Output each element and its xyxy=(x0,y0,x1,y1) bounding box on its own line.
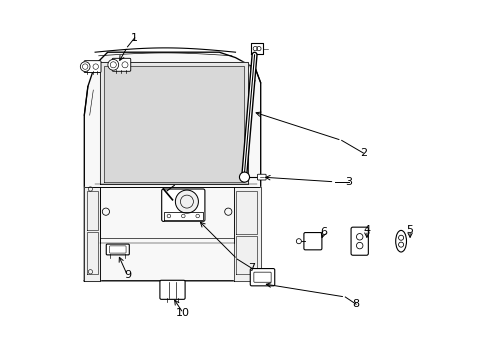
Text: 4: 4 xyxy=(363,225,370,235)
FancyBboxPatch shape xyxy=(84,60,101,73)
FancyBboxPatch shape xyxy=(112,58,130,71)
FancyBboxPatch shape xyxy=(257,174,265,180)
Circle shape xyxy=(239,172,249,182)
Circle shape xyxy=(296,239,301,244)
Polygon shape xyxy=(233,187,260,281)
Text: 1: 1 xyxy=(131,33,138,43)
Circle shape xyxy=(175,190,198,213)
Polygon shape xyxy=(163,212,203,220)
Ellipse shape xyxy=(395,230,406,252)
Text: 7: 7 xyxy=(247,263,255,273)
Polygon shape xyxy=(101,62,247,184)
FancyBboxPatch shape xyxy=(160,280,185,300)
Text: 10: 10 xyxy=(176,308,190,318)
FancyBboxPatch shape xyxy=(162,189,204,221)
Text: 5: 5 xyxy=(406,225,413,235)
Text: 6: 6 xyxy=(320,227,326,237)
Text: 9: 9 xyxy=(123,270,131,280)
Text: 2: 2 xyxy=(359,148,366,158)
FancyBboxPatch shape xyxy=(106,244,129,255)
Polygon shape xyxy=(104,66,244,182)
FancyBboxPatch shape xyxy=(250,269,274,286)
Polygon shape xyxy=(84,52,260,281)
Text: 8: 8 xyxy=(352,299,359,309)
Polygon shape xyxy=(84,187,100,281)
Circle shape xyxy=(80,62,90,72)
FancyBboxPatch shape xyxy=(350,227,367,255)
Polygon shape xyxy=(250,43,262,54)
FancyBboxPatch shape xyxy=(303,233,321,250)
Text: 3: 3 xyxy=(345,177,352,187)
Circle shape xyxy=(108,59,119,70)
